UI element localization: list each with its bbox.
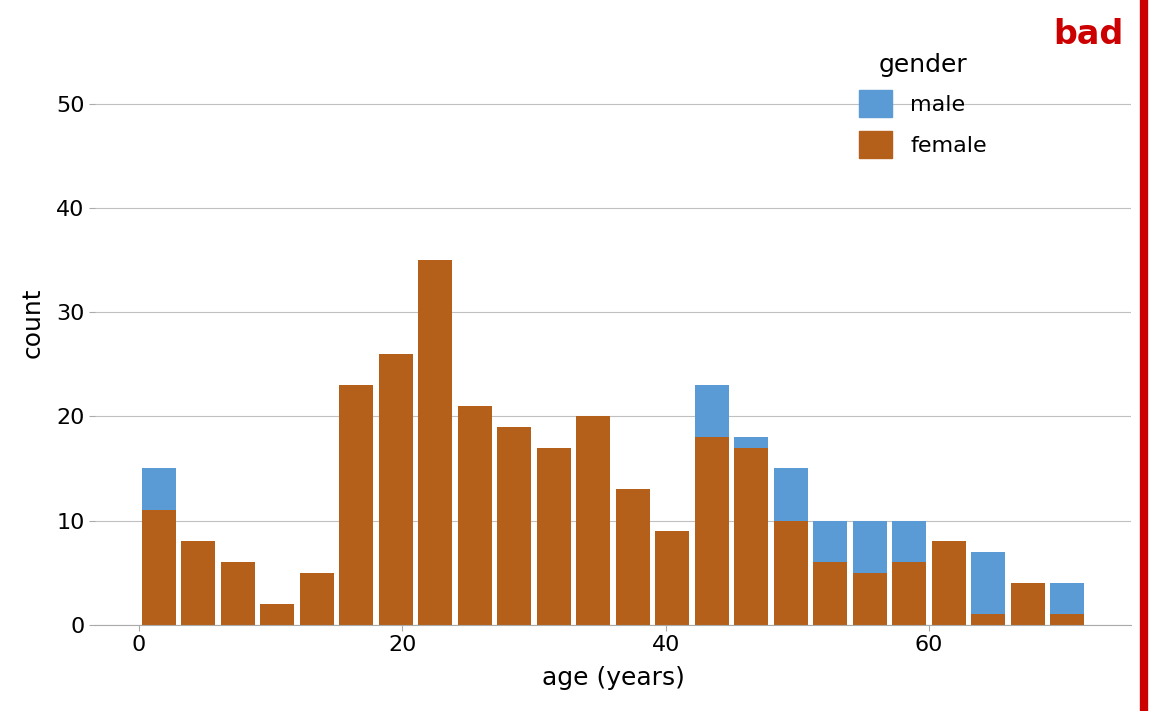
Bar — [379, 354, 412, 625]
Bar — [1051, 614, 1084, 625]
Bar — [142, 469, 175, 510]
Legend: male, female: male, female — [850, 44, 995, 166]
Bar — [932, 541, 965, 625]
Bar — [182, 541, 215, 625]
Bar — [655, 531, 689, 625]
Bar — [813, 562, 847, 625]
X-axis label: age (years): age (years) — [541, 666, 684, 690]
Bar — [774, 520, 808, 625]
Bar — [537, 448, 570, 625]
Bar — [852, 572, 887, 625]
Bar — [971, 552, 1005, 614]
Bar — [893, 562, 926, 625]
Y-axis label: count: count — [21, 287, 45, 358]
Bar — [498, 427, 531, 625]
Bar — [971, 614, 1005, 625]
Bar — [221, 562, 255, 625]
Bar — [695, 437, 728, 625]
Bar — [616, 489, 650, 625]
Bar — [1051, 583, 1084, 614]
Bar — [735, 448, 768, 625]
Text: bad: bad — [1053, 18, 1123, 50]
Bar — [852, 520, 887, 572]
Bar — [1011, 583, 1045, 625]
Bar — [695, 385, 728, 437]
Bar — [735, 437, 768, 448]
Bar — [893, 520, 926, 562]
Bar — [813, 520, 847, 562]
Bar — [458, 406, 492, 625]
Bar — [142, 510, 175, 625]
Bar — [260, 604, 294, 625]
Bar — [340, 385, 373, 625]
Bar — [576, 417, 611, 625]
Bar — [300, 572, 334, 625]
Bar — [418, 260, 452, 625]
Bar — [774, 469, 808, 520]
